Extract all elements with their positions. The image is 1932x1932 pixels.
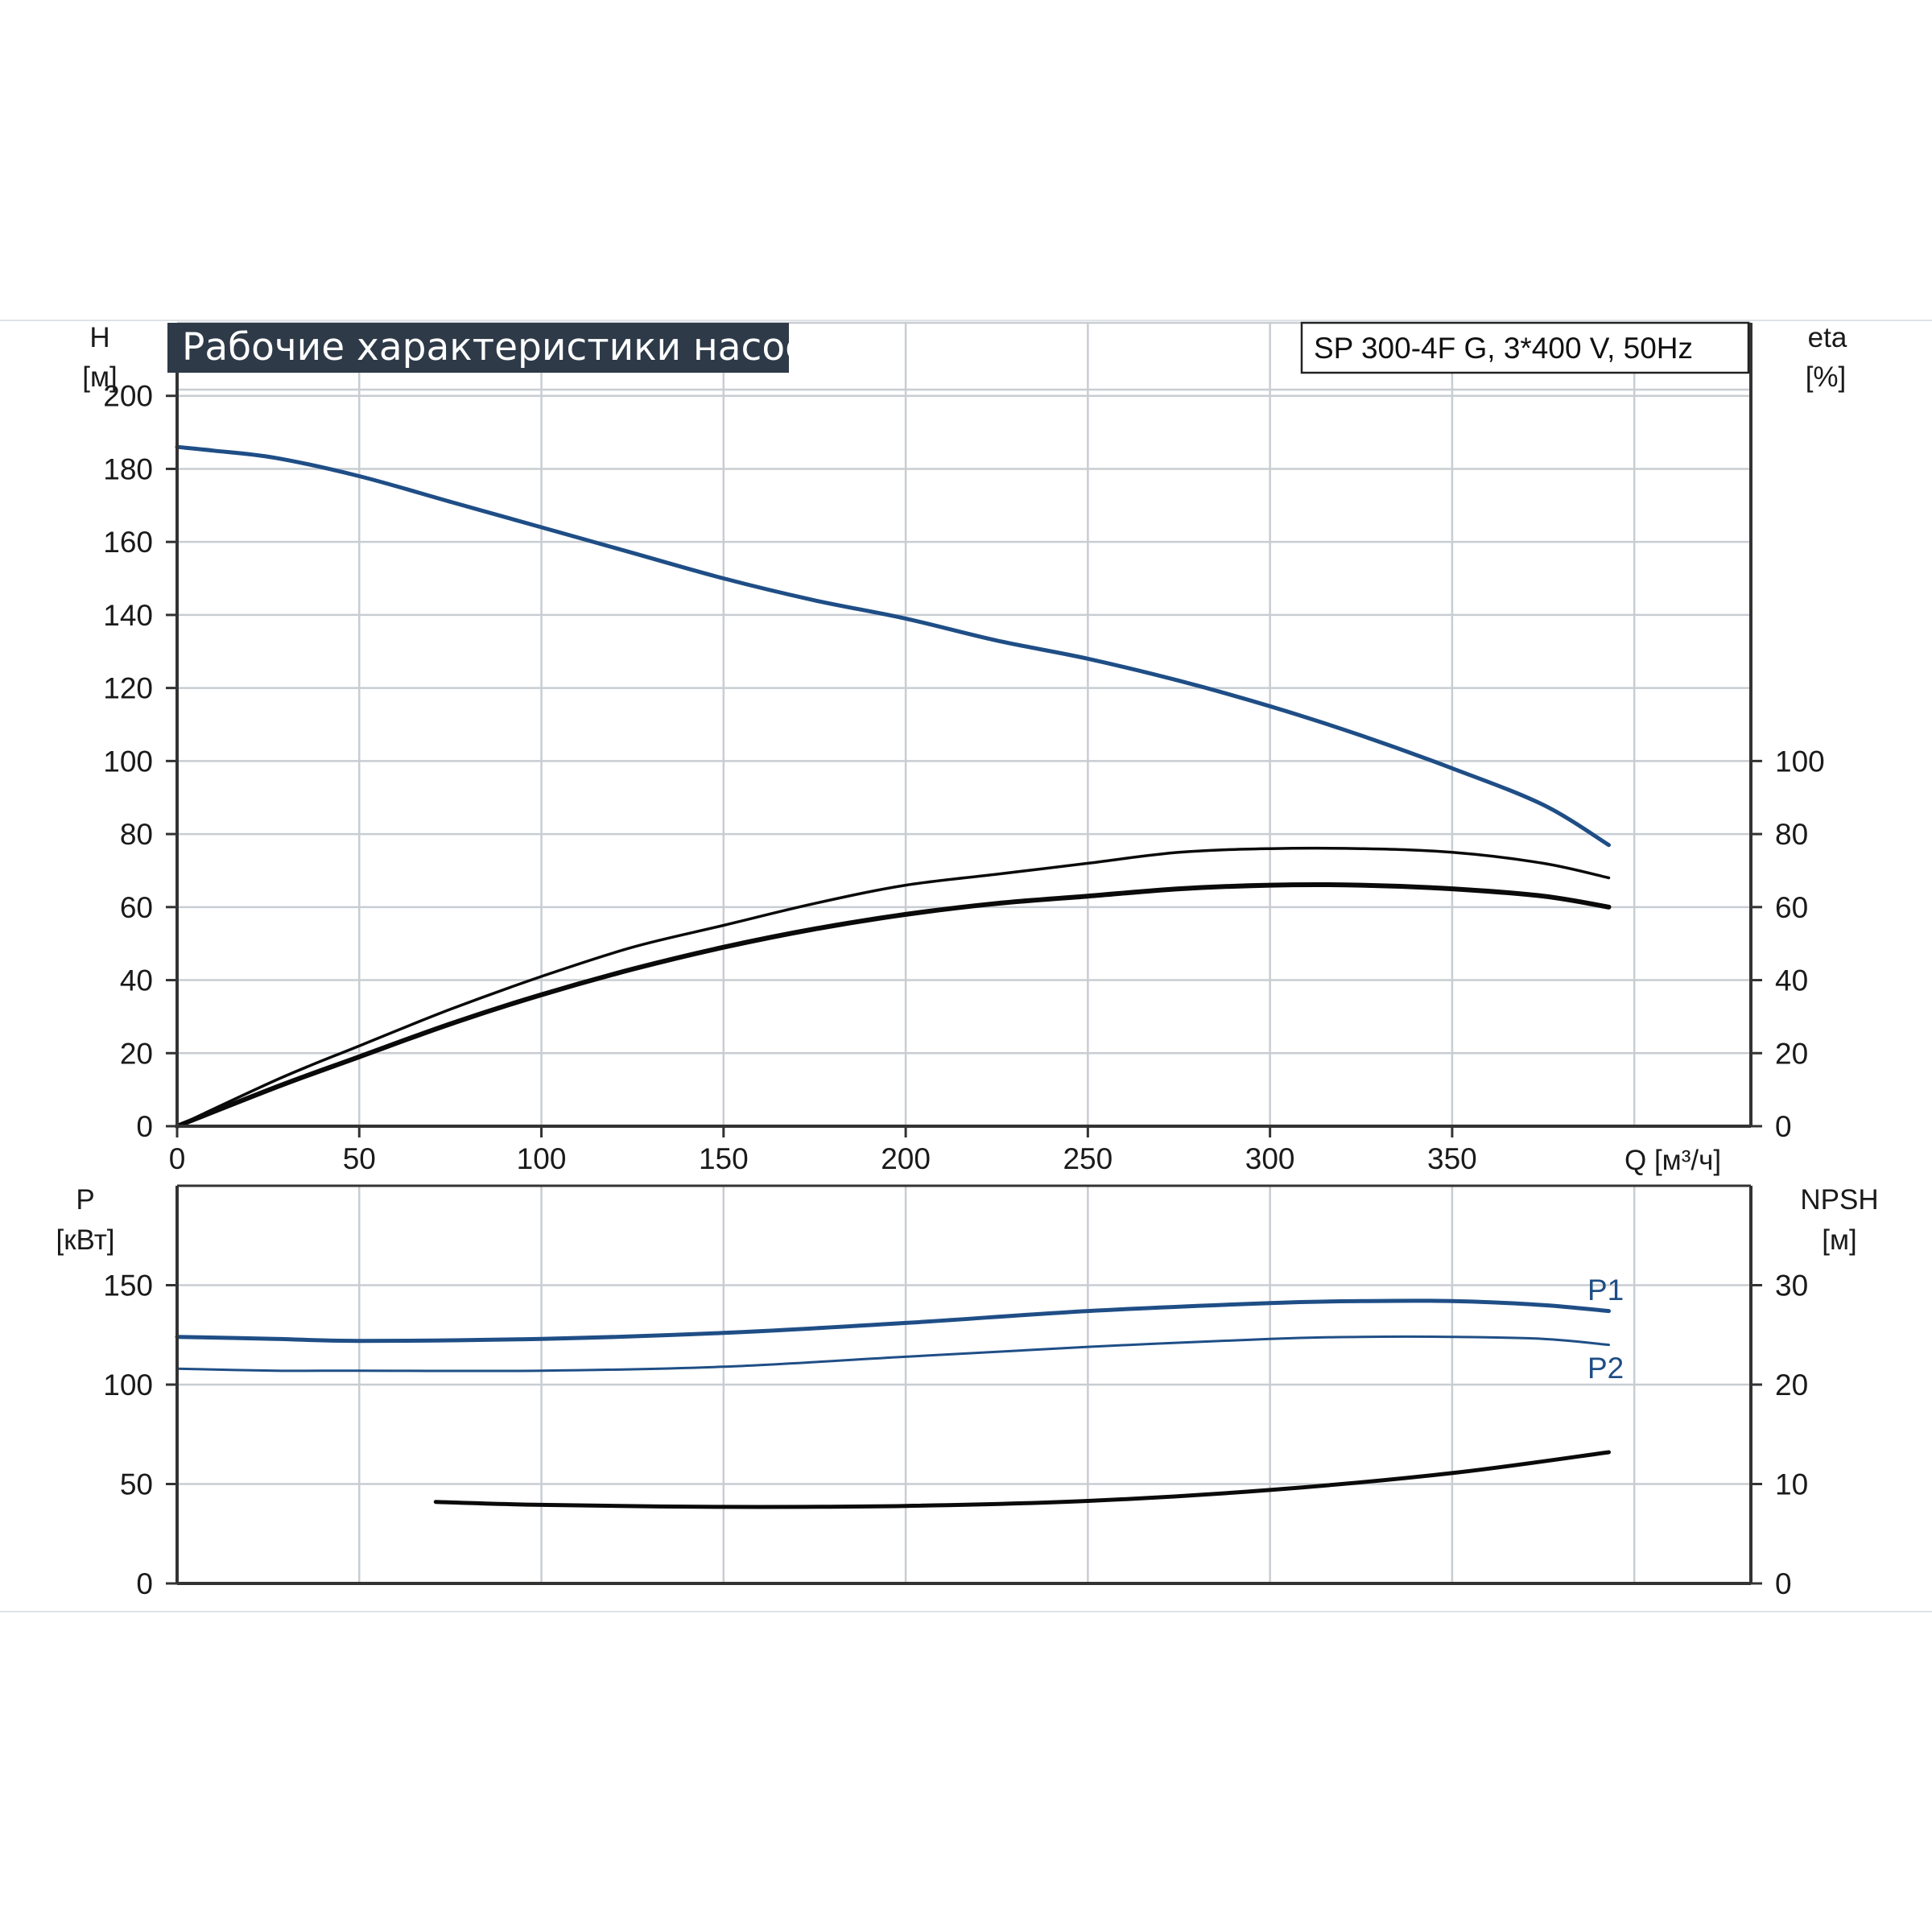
y-right-tick-label: 0 [1775,1110,1792,1143]
y-right-tick-label: 60 [1775,891,1808,924]
bottom-left-axis-unit: [кВт] [56,1224,115,1256]
bottom-left-axis-label: P [76,1184,94,1216]
top-chart-grid [177,321,1751,1126]
y-left-tick-label: 140 [103,599,153,632]
P1-curve [175,1298,1611,1344]
y-left-tick-label: 100 [103,745,153,778]
y-left-tick-label: 60 [120,891,153,924]
x-tick-label: 100 [517,1142,567,1175]
top-left-axis-label: H [89,322,109,353]
p-tick-label: 0 [136,1567,153,1600]
p-tick-label: 50 [120,1468,153,1501]
y-right-tick-label: 100 [1775,745,1825,778]
x-tick-label: 200 [881,1142,931,1175]
top-left-axis-unit: [м] [82,361,118,393]
y-left-tick-label: 20 [120,1037,153,1070]
bottom-chart-curves [175,1298,1611,1509]
eta-upper-curve [175,846,1611,1128]
p-tick-label: 150 [103,1269,153,1302]
x-axis-label: Q [м³/ч] [1624,1145,1721,1176]
x-tick-label: 0 [169,1142,186,1175]
model-box [1300,321,1750,374]
y-left-tick-label: 200 [103,380,153,413]
y-right-tick-label: 20 [1775,1037,1808,1070]
top-right-axis-label: eta [1808,322,1847,353]
y-left-tick-label: 0 [136,1110,153,1143]
bottom-chart-grid [177,1186,1751,1583]
x-tick-label: 150 [699,1142,749,1175]
npsh-tick-label: 30 [1775,1269,1808,1302]
x-tick-label: 250 [1063,1142,1113,1175]
model-label: SP 300-4F G, 3*400 V, 50Hz [1314,332,1693,365]
top-right-axis-unit: [%] [1806,361,1847,393]
H-curve [175,444,1611,848]
x-tick-label: 50 [343,1142,376,1175]
tick-labels: 0204060801001201401601802000204060801000… [103,380,1824,1600]
p-tick-label: 100 [103,1368,153,1402]
npsh-tick-label: 20 [1775,1368,1808,1402]
y-left-tick-label: 160 [103,526,153,559]
npsh-tick-label: 0 [1775,1567,1792,1600]
eta-lower-curve [175,882,1612,1129]
y-left-tick-label: 80 [120,818,153,851]
x-tick-label: 300 [1245,1142,1295,1175]
p2-curve-label: P2 [1587,1352,1624,1385]
npsh-tick-label: 10 [1775,1468,1808,1501]
NPSH-curve [433,1450,1611,1509]
y-left-tick-label: 40 [120,964,153,997]
bottom-right-axis-label: NPSH [1800,1184,1878,1216]
p1-curve-label: P1 [1587,1274,1624,1307]
chart-title: Рабочие характеристики насоса [182,325,829,369]
chart-title-background [167,323,789,373]
y-left-tick-label: 120 [103,672,153,705]
bottom-right-axis-unit: [м] [1822,1224,1857,1256]
y-right-tick-label: 40 [1775,964,1808,997]
y-left-tick-label: 180 [103,452,153,485]
y-right-tick-label: 80 [1775,818,1808,851]
top-chart-curves [175,444,1612,1129]
x-tick-label: 350 [1427,1142,1477,1175]
P2-curve [175,1335,1610,1373]
top-chart-frame [175,323,1752,1128]
